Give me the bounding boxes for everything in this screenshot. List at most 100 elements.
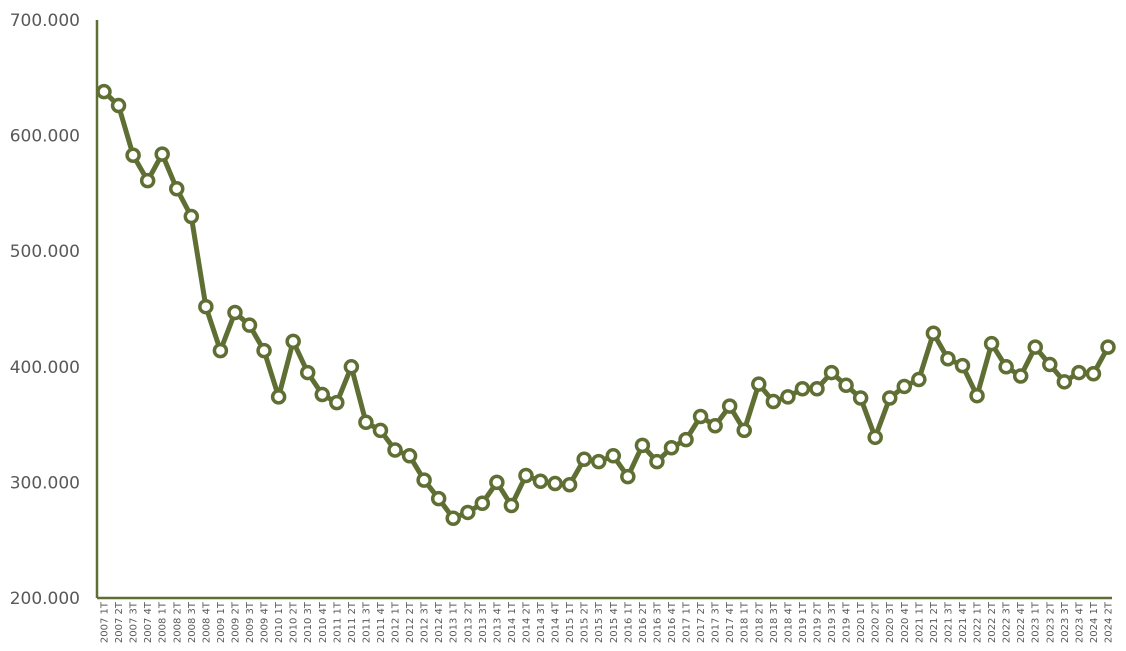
x-tick-label: 2021 4T [958,601,969,643]
data-point [358,414,374,431]
x-tick-label: 2012 3T [420,601,431,643]
data-point [765,393,782,410]
data-point [329,394,345,411]
x-tick-label: 2016 3T [652,601,663,643]
x-tick-label: 2018 1T [740,601,751,643]
series-line-group [101,89,1111,521]
data-point [1012,368,1029,384]
data-point [503,497,520,514]
x-tick-label: 2014 2T [521,601,532,643]
x-tick-label: 2017 3T [711,601,722,643]
data-point [169,181,185,197]
data-point [314,386,331,403]
x-tick-label: 2011 3T [361,601,372,643]
y-tick-label: 300.000 [10,473,80,493]
x-tick-label: 2007 2T [114,601,125,643]
x-tick-label: 2011 2T [347,601,358,643]
x-tick-label: 2016 1T [623,601,634,643]
x-tick-label: 2016 2T [638,601,649,643]
x-tick-label: 2022 2T [987,601,998,643]
x-tick-label: 2015 3T [594,601,605,643]
data-point [590,453,607,470]
data-point [605,448,622,464]
data-point [343,359,360,375]
data-point [270,389,287,405]
data-point [241,317,258,333]
data-point [881,390,898,406]
x-tick-label: 2009 4T [260,601,271,643]
x-tick-label: 2009 1T [216,601,227,643]
data-point [852,390,869,406]
x-tick-label: 2007 4T [143,601,154,643]
data-point [401,448,418,464]
data-point [925,325,942,342]
y-tick-label: 200.000 [10,589,80,609]
data-point [183,208,200,225]
x-tick-label: 2023 3T [1060,601,1071,643]
x-tick-label: 2018 3T [769,601,780,643]
x-tick-label: 2023 1T [1031,601,1042,643]
x-tick-label: 2015 2T [580,601,591,643]
x-tick-label: 2014 4T [551,601,562,643]
data-point [634,437,651,454]
x-tick-label: 2019 2T [812,601,823,643]
data-point [969,387,985,404]
x-tick-label: 2008 4T [201,601,212,643]
data-point [96,83,112,100]
x-axis: 2007 1T 2007 2T 2007 3T 2007 4T 2008 1T 2008 … [97,596,1115,643]
x-tick-label: 2023 4T [1074,601,1085,643]
x-tick-label: 2020 1T [856,601,867,643]
data-point [1071,364,1087,381]
x-tick-label: 2024 1T [1089,601,1100,643]
y-tick-label: 700.000 [10,11,80,31]
data-point [110,97,127,114]
data-point [867,429,883,446]
data-point [707,418,723,434]
data-point [139,172,156,189]
data-point [809,381,825,397]
x-tick-label: 2019 4T [842,601,853,643]
x-tick-label: 2022 3T [1002,601,1013,643]
data-point [212,342,229,359]
x-tick-label: 2019 3T [827,601,838,643]
data-point [649,453,665,470]
y-tick-label: 600.000 [10,127,80,147]
x-tick-label: 2013 1T [449,601,460,643]
x-tick-label: 2013 4T [492,601,503,643]
y-axis: 200.000 300.000 400.000 500.000 600.000 700.0… [10,11,99,609]
x-tick-label: 2018 2T [754,601,765,643]
data-point [1042,356,1058,373]
data-point [387,442,403,458]
data-point [678,431,694,448]
x-tick-label: 2022 4T [1016,601,1027,643]
data-point [911,371,927,388]
x-tick-label: 2014 3T [536,601,547,643]
data-point [430,490,447,507]
x-tick-label: 2021 1T [914,601,925,643]
x-tick-label: 2015 4T [609,601,620,643]
data-point [416,472,432,488]
x-tick-label: 2009 3T [245,601,256,643]
data-point [285,333,301,350]
x-tick-label: 2010 3T [303,601,314,643]
x-tick-label: 2013 2T [463,601,474,643]
x-tick-label: 2023 2T [1045,601,1056,643]
x-tick-label: 2012 1T [391,601,402,643]
data-point [780,389,796,405]
x-tick-label: 2019 1T [798,601,809,643]
data-point [154,146,170,162]
data-point [721,398,738,414]
data-point [532,473,549,489]
x-tick-label: 2024 2T [1104,601,1115,643]
data-point [445,510,461,526]
x-tick-label: 2008 3T [187,601,198,643]
data-point [299,364,316,381]
data-point [256,342,272,359]
x-tick-label: 2010 2T [289,601,300,643]
data-point [198,298,214,315]
data-points [96,83,1116,526]
y-tick-label: 400.000 [10,358,80,378]
x-tick-label: 2012 4T [434,601,445,643]
data-point [125,147,141,164]
